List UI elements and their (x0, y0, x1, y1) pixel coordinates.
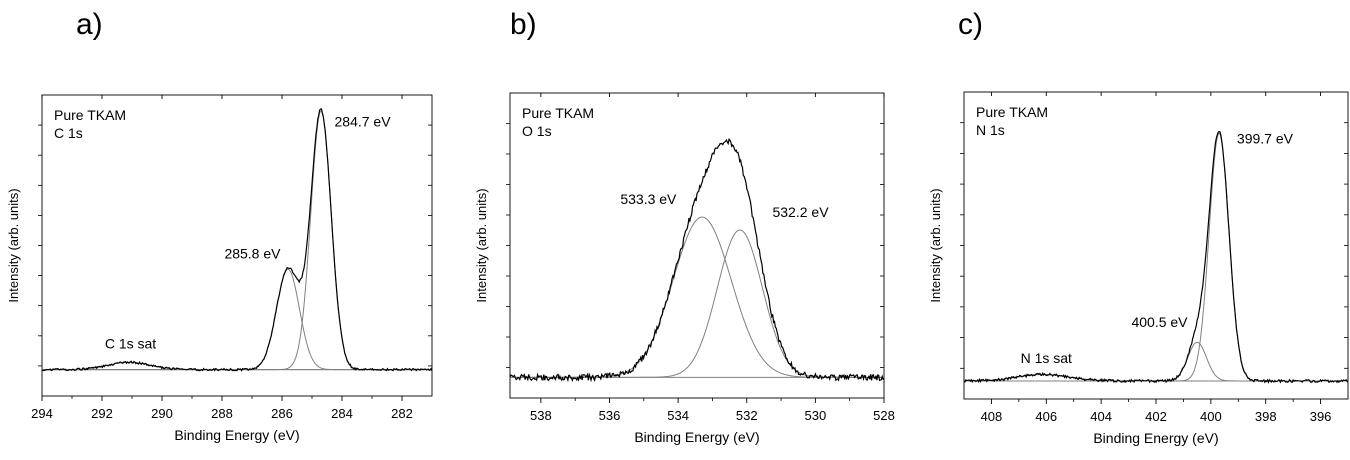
component-peak (42, 361, 432, 371)
x-tick-label: 528 (873, 408, 895, 423)
panel-title-line: O 1s (522, 123, 552, 139)
panel-title-line: Pure TKAM (54, 107, 126, 123)
x-tick-label: 396 (1310, 409, 1332, 424)
component-peak (510, 229, 884, 378)
envelope-line (42, 108, 432, 372)
x-tick-label: 290 (151, 406, 173, 421)
component-peak (42, 268, 432, 371)
y-axis-label: Intensity (arb. units) (928, 188, 943, 302)
y-axis-label: Intensity (arb. units) (6, 188, 21, 302)
x-tick-label: 286 (271, 406, 293, 421)
plot-area (510, 138, 884, 383)
panel-title-line: Pure TKAM (522, 105, 594, 121)
chart-panel-b: 538 536 534 532 530 528 Binding Energy (eV) Int… (474, 92, 895, 445)
panel-c-letter: c) (958, 8, 983, 41)
x-tick-label: 400 (1200, 409, 1222, 424)
x-tick-label: 532 (736, 408, 758, 423)
x-tick-label: 404 (1090, 409, 1112, 424)
peak-label: 533.3 eV (620, 191, 677, 207)
peak-label: 399.7 eV (1237, 131, 1294, 147)
x-axis-label: Binding Energy (eV) (634, 429, 759, 445)
peak-label: 400.5 eV (1131, 314, 1188, 330)
component-peak (964, 132, 1348, 382)
x-tick-label: 292 (91, 406, 113, 421)
x-tick-label: 530 (805, 408, 827, 423)
x-tick-label: 294 (31, 406, 53, 421)
panel-title-line: Pure TKAM (976, 104, 1048, 120)
x-tick-label: 402 (1145, 409, 1167, 424)
panel-a-letter: a) (76, 8, 103, 41)
panel-title-line: C 1s (54, 125, 83, 141)
plot-area (42, 108, 432, 372)
peak-label: N 1s sat (1021, 350, 1072, 366)
x-tick-label: 288 (211, 406, 233, 421)
peak-label: 284.7 eV (335, 114, 392, 130)
peak-label: C 1s sat (105, 335, 156, 351)
chart-panel-a: 294 292 290 288 286 284 282 Binding Energy (eV)… (6, 94, 433, 443)
component-peak (42, 110, 432, 371)
x-tick-label: 536 (599, 408, 621, 423)
envelope-line (510, 138, 884, 383)
envelope-line (964, 130, 1348, 384)
panel-b-letter: b) (510, 8, 537, 41)
peak-label: 285.8 eV (224, 246, 281, 262)
x-tick-label: 406 (1035, 409, 1057, 424)
chart-panel-c: 408 406 404 402 400 398 396 Binding Energy (eV)… (928, 91, 1349, 446)
x-tick-label: 282 (391, 406, 413, 421)
x-tick-label: 398 (1255, 409, 1277, 424)
x-tick-label: 284 (331, 406, 353, 421)
x-axis-label: Binding Energy (eV) (174, 427, 299, 443)
plot-area (964, 130, 1348, 384)
panel-title-line: N 1s (976, 122, 1005, 138)
x-tick-label: 408 (981, 409, 1003, 424)
x-tick-label: 538 (530, 408, 552, 423)
peak-label: 532.2 eV (772, 204, 829, 220)
x-axis-label: Binding Energy (eV) (1093, 430, 1218, 446)
x-tick-label: 534 (667, 408, 689, 423)
y-axis-label: Intensity (arb. units) (474, 188, 489, 302)
